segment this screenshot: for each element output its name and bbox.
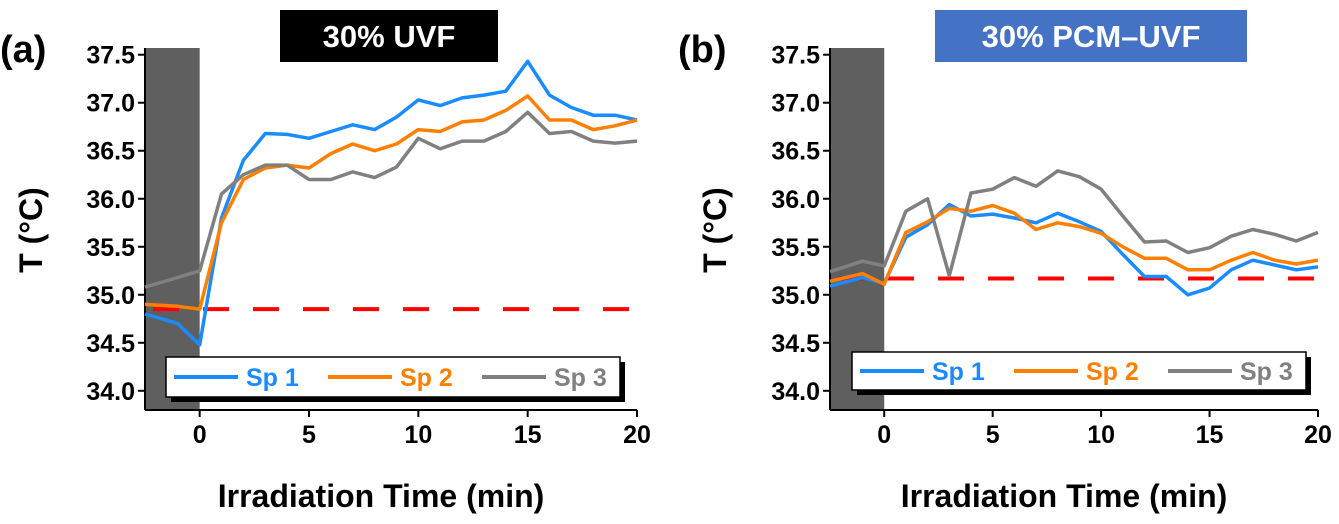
panel-a: 34.0 34.5 35.0 35.5 36.0 36.5 37.0 37.5 0 5 10 15 20… [0, 10, 651, 514]
series-line-sp2 [829, 203, 1319, 286]
y-tick-label: 35.5 [771, 234, 820, 262]
x-tick-label: 15 [1196, 421, 1224, 449]
x-axis-label: Irradiation Time (min) [901, 478, 1228, 514]
y-tick-label: 36.0 [86, 186, 135, 214]
y-tick-label: 34.0 [771, 378, 820, 406]
series-line-sp3 [144, 110, 638, 289]
panel-label: (b) [678, 29, 727, 71]
y-tick-label: 35.0 [771, 282, 820, 310]
x-tick-label: 20 [623, 421, 651, 449]
x-tick-label: 5 [302, 421, 316, 449]
shaded-region [145, 48, 200, 410]
y-tick-label: 35.0 [86, 282, 135, 310]
x-tick-label: 10 [404, 421, 432, 449]
y-axis-label: T (°C) [13, 187, 49, 273]
y-tick-label: 34.5 [771, 330, 820, 358]
y-tick-label: 37.0 [86, 90, 135, 118]
y-axis-label: T (°C) [697, 187, 733, 273]
legend-label-sp2: Sp 2 [400, 364, 453, 392]
y-tick-label: 37.0 [771, 90, 820, 118]
y-tick-label: 37.5 [86, 42, 135, 70]
panel-b: 34.0 34.5 35.0 35.5 36.0 36.5 37.0 37.5 0 5 10 15 20… [678, 10, 1332, 514]
legend-label-sp3: Sp 3 [554, 364, 607, 392]
legend-label-sp1: Sp 1 [932, 358, 985, 386]
y-tick-label: 34.5 [86, 330, 135, 358]
title-box [280, 10, 498, 62]
y-tick-label: 36.5 [771, 138, 820, 166]
series-line-sp3 [829, 169, 1319, 278]
x-tick-label: 15 [514, 421, 542, 449]
legend-label-sp2: Sp 2 [1086, 358, 1139, 386]
series-line-sp2 [144, 94, 638, 311]
y-tick-label: 35.5 [86, 234, 135, 262]
x-axis-label: Irradiation Time (min) [218, 478, 545, 514]
x-tick-label: 20 [1304, 421, 1332, 449]
chart-title: 30% PCM–UVF [982, 19, 1201, 54]
y-tick-label: 37.5 [771, 42, 820, 70]
legend-label-sp3: Sp 3 [1240, 358, 1293, 386]
legend-label-sp1: Sp 1 [246, 364, 299, 392]
panel-label: (a) [0, 29, 46, 71]
chart-title: 30% UVF [323, 19, 456, 54]
y-tick-label: 34.0 [86, 378, 135, 406]
x-tick-label: 0 [877, 421, 891, 449]
y-tick-label: 36.0 [771, 186, 820, 214]
x-tick-label: 5 [986, 421, 1000, 449]
y-tick-label: 36.5 [86, 138, 135, 166]
x-tick-label: 0 [193, 421, 207, 449]
shaded-region [830, 48, 885, 410]
series-line-sp1 [829, 202, 1319, 297]
title-box [935, 10, 1247, 62]
x-tick-label: 10 [1087, 421, 1115, 449]
